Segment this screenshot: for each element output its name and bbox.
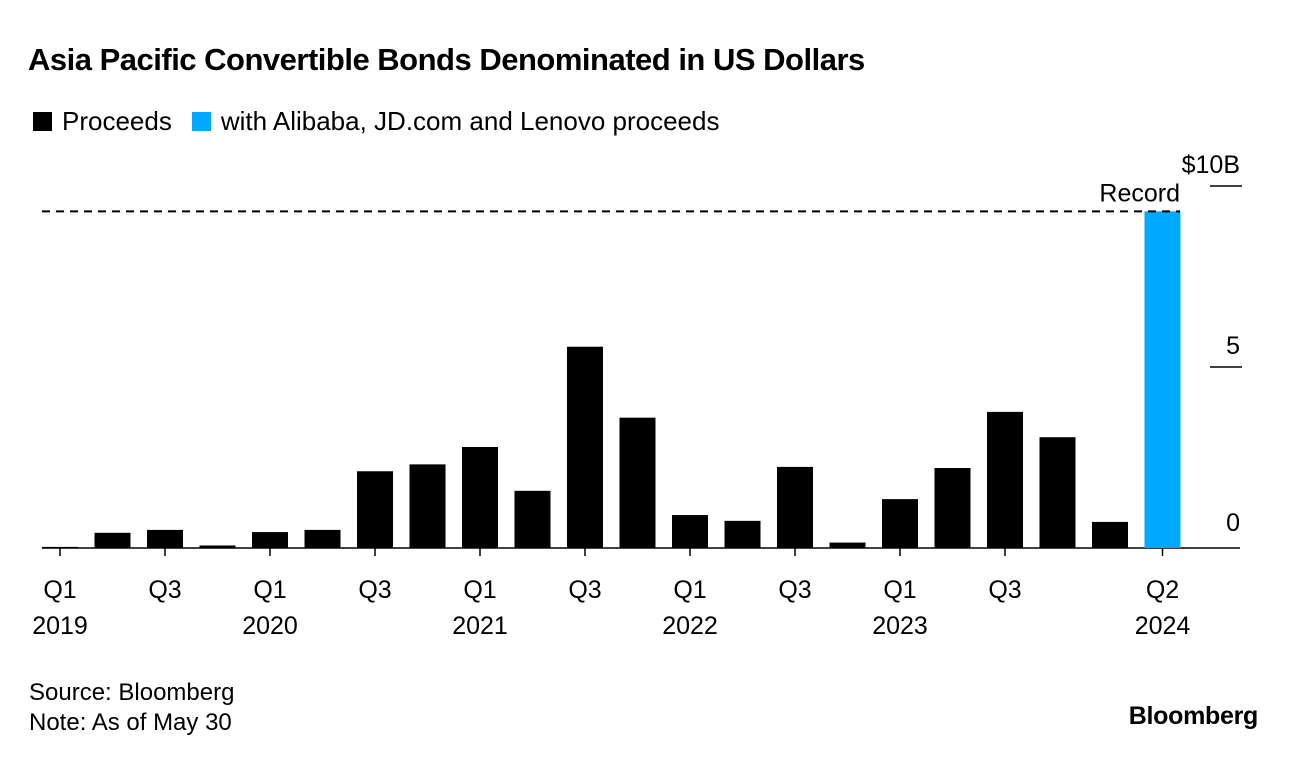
legend-swatch-highlight [191,112,211,131]
bar-q1-2023 [882,499,918,548]
x-tick-label: Q1 [253,576,286,604]
x-tick-label: Q3 [358,576,391,604]
bar-q2-2021 [514,490,551,548]
bar-q4-2023 [1039,437,1076,548]
bar-q4-2019 [199,545,236,548]
bar-q2-2022 [724,520,761,548]
bar-q4-2020 [409,464,446,548]
y-tick-label: 5 [1226,332,1240,360]
legend-label-proceeds: Proceeds [62,106,172,136]
x-tick-label: Q3 [778,576,811,604]
legend-label-highlight: with Alibaba, JD.com and Lenovo proceeds [220,106,720,136]
bar-q3-2020 [357,471,393,548]
x-tick-label: Q1 [43,576,76,604]
bar-q4-2022 [829,542,866,548]
bloomberg-logo: Bloomberg [1128,702,1259,730]
x-tick-year: 2020 [242,612,298,640]
chart-title: Asia Pacific Convertible Bonds Denominat… [28,42,865,77]
x-tick-label: Q1 [883,576,916,604]
footer: Source: Bloomberg Note: As of May 30 [29,678,234,738]
bar-q1-2020 [252,532,288,548]
bar-q2-2023 [934,467,971,548]
x-tick-label: Q1 [673,576,706,604]
bar-q3-2022 [777,466,813,548]
legend: Proceeds with Alibaba, JD.com and Lenovo… [33,106,739,137]
bar-q3-2023 [987,411,1023,548]
date-note: Note: As of May 30 [29,709,232,736]
x-tick-label: Q3 [568,576,601,604]
legend-swatch-proceeds [33,112,52,131]
y-tick-label: $10B [1182,151,1240,179]
bar-q1-2024 [1092,521,1128,548]
y-tick-label: 0 [1226,509,1240,537]
source-note: Source: Bloomberg [29,679,235,706]
bar-q3-2021 [567,346,603,548]
bar-q2-2024 [1144,211,1181,548]
bar-q1-2019 [42,546,78,548]
x-tick-year: 2024 [1135,612,1191,640]
x-tick-year: 2022 [662,612,718,640]
bar-q1-2021 [462,447,498,548]
bar-q2-2019 [94,532,131,548]
bar-q2-2020 [304,529,341,548]
x-tick-year: 2023 [872,612,928,640]
x-tick-label: Q2 [1146,576,1179,604]
bar-q1-2022 [672,515,708,548]
record-label: Record [1099,179,1180,207]
bar-q3-2019 [147,529,183,548]
legend-item-proceeds: Proceeds [33,106,172,137]
x-tick-year: 2019 [32,612,88,640]
x-tick-label: Q3 [988,576,1021,604]
x-tick-label: Q3 [148,576,181,604]
x-tick-year: 2021 [452,612,508,640]
bar-q4-2021 [619,417,656,548]
legend-item-highlight: with Alibaba, JD.com and Lenovo proceeds [191,106,720,137]
x-tick-label: Q1 [463,576,496,604]
